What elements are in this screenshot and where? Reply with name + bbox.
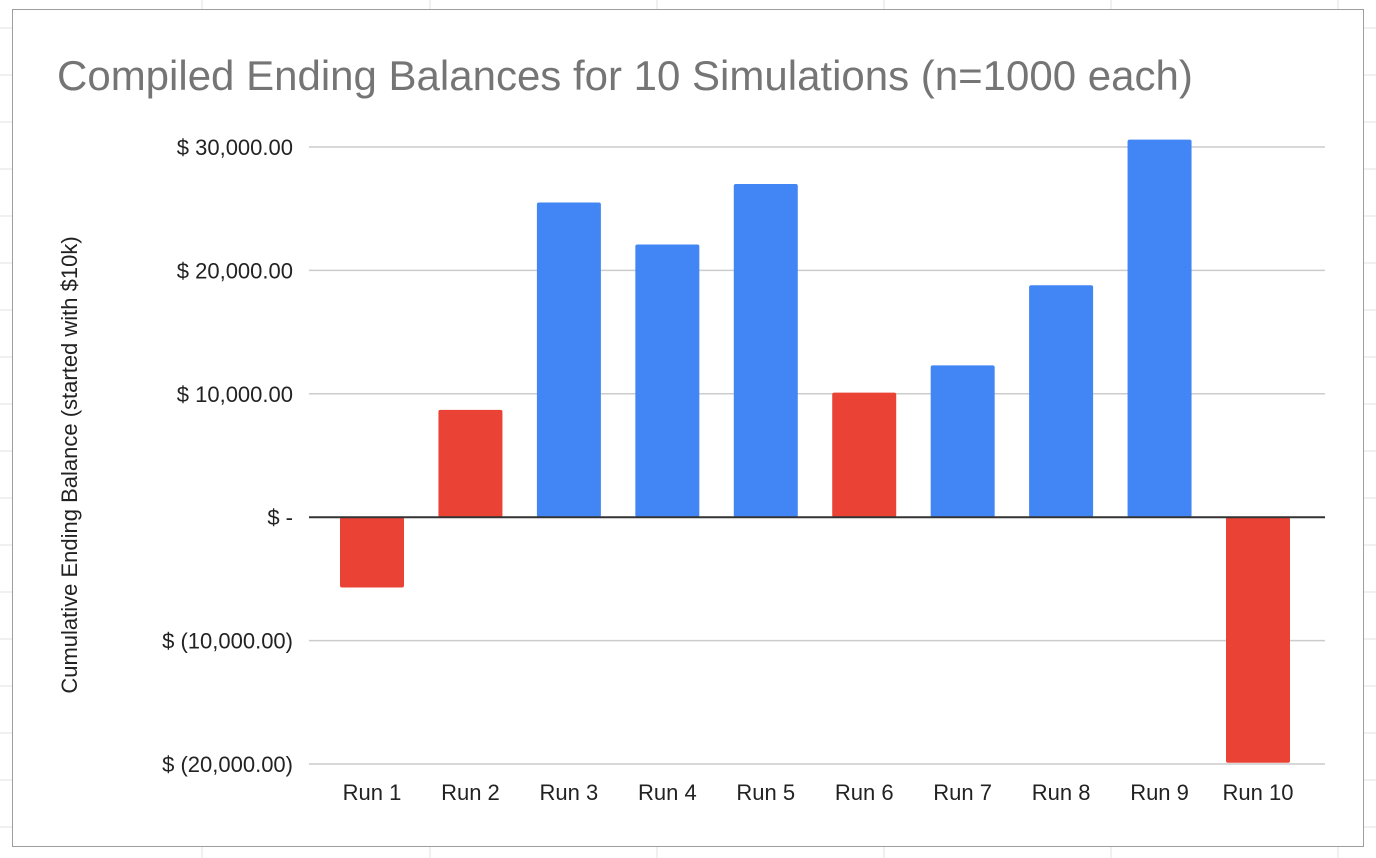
y-tick-label: $ 10,000.00 <box>177 382 293 407</box>
x-tick-label: Run 1 <box>343 780 402 805</box>
x-tick-label: Run 7 <box>933 780 992 805</box>
bar <box>635 244 700 518</box>
y-tick-label: $ (20,000.00) <box>162 752 293 777</box>
x-tick-label: Run 3 <box>540 780 599 805</box>
bar <box>438 409 503 518</box>
chart-title: Compiled Ending Balances for 10 Simulati… <box>57 52 1193 99</box>
x-tick-label: Run 2 <box>441 780 500 805</box>
x-tick-label: Run 8 <box>1032 780 1091 805</box>
y-tick-label: $ 20,000.00 <box>177 258 293 283</box>
y-tick-label: $ (10,000.00) <box>162 629 293 654</box>
bar <box>930 365 995 518</box>
bar <box>1127 139 1192 518</box>
bar <box>1226 517 1290 763</box>
bar-chart: Compiled Ending Balances for 10 Simulati… <box>57 52 1325 805</box>
bar <box>1029 285 1094 518</box>
bar <box>832 392 897 518</box>
y-axis-title: Cumulative Ending Balance (started with … <box>57 236 82 693</box>
y-axis-ticks: $ 30,000.00 $ 20,000.00 $ 10,000.00 $ - $ (1… <box>162 135 293 777</box>
x-axis-ticks: Run 1 Run 2 Run 3 Run 4 Run 5 Run 6 Run 7 Run 8… <box>343 780 1294 805</box>
bar <box>733 184 798 518</box>
x-tick-label: Run 10 <box>1223 780 1294 805</box>
y-tick-label: $ 30,000.00 <box>177 135 293 160</box>
bar <box>536 202 601 518</box>
x-tick-label: Run 6 <box>835 780 894 805</box>
chart-container[interactable]: Compiled Ending Balances for 10 Simulati… <box>12 9 1364 847</box>
x-tick-label: Run 5 <box>736 780 795 805</box>
bars <box>340 139 1290 763</box>
x-tick-label: Run 9 <box>1130 780 1189 805</box>
x-tick-label: Run 4 <box>638 780 697 805</box>
y-tick-label: $ - <box>267 505 293 530</box>
bar <box>340 517 404 588</box>
